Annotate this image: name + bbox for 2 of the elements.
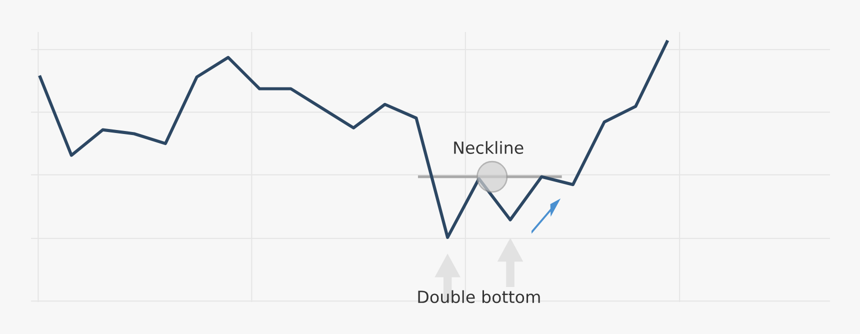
ref-line-label: Neckline: [454, 141, 524, 154]
text: Double bottom: [418, 290, 540, 304]
